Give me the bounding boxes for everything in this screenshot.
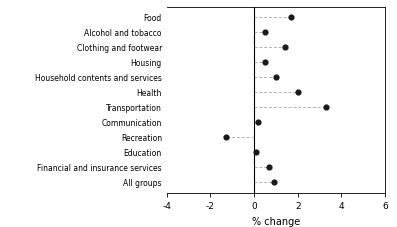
Point [255,121,262,124]
Point [273,76,279,79]
Point [262,30,268,34]
Point [323,106,329,109]
Point [266,166,272,169]
Point [262,61,268,64]
X-axis label: % change: % change [252,217,300,227]
Point [281,46,288,49]
Point [295,91,301,94]
Point [288,15,294,19]
Point [222,136,229,139]
Point [270,181,277,184]
Point [253,151,259,154]
